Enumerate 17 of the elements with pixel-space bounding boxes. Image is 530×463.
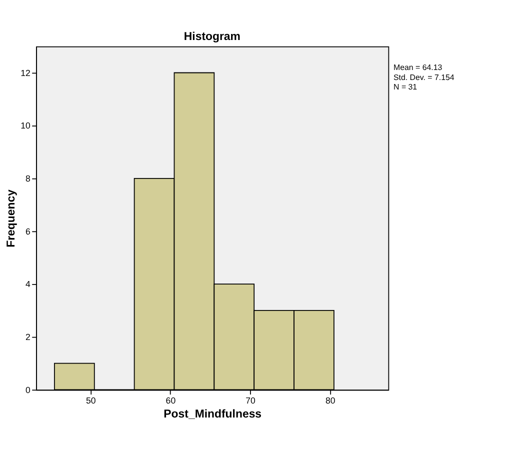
x-tick-label: 60 [166, 395, 176, 406]
y-axis-title: Frequency [5, 188, 18, 248]
y-tick-label: 6 [25, 226, 30, 236]
x-tick-label: 70 [246, 395, 256, 406]
y-tick-label: 8 [25, 173, 30, 184]
y-tick-label: 0 [25, 384, 30, 395]
y-tick-label: 4 [25, 279, 30, 290]
x-tick-label: 50 [86, 395, 96, 406]
x-tick-label: 80 [326, 395, 336, 406]
chart-title: Histogram [184, 31, 240, 44]
y-tick-label: 10 [20, 120, 30, 131]
text: N = 31 [394, 82, 418, 92]
text: Std. Dev. = 7.154 [394, 72, 455, 82]
x-axis-title: Post_Mindfulness [164, 408, 262, 420]
y-tick-label: 12 [20, 68, 30, 78]
text: Mean = 64.13 [394, 63, 443, 72]
y-tick-label: 2 [25, 332, 30, 342]
